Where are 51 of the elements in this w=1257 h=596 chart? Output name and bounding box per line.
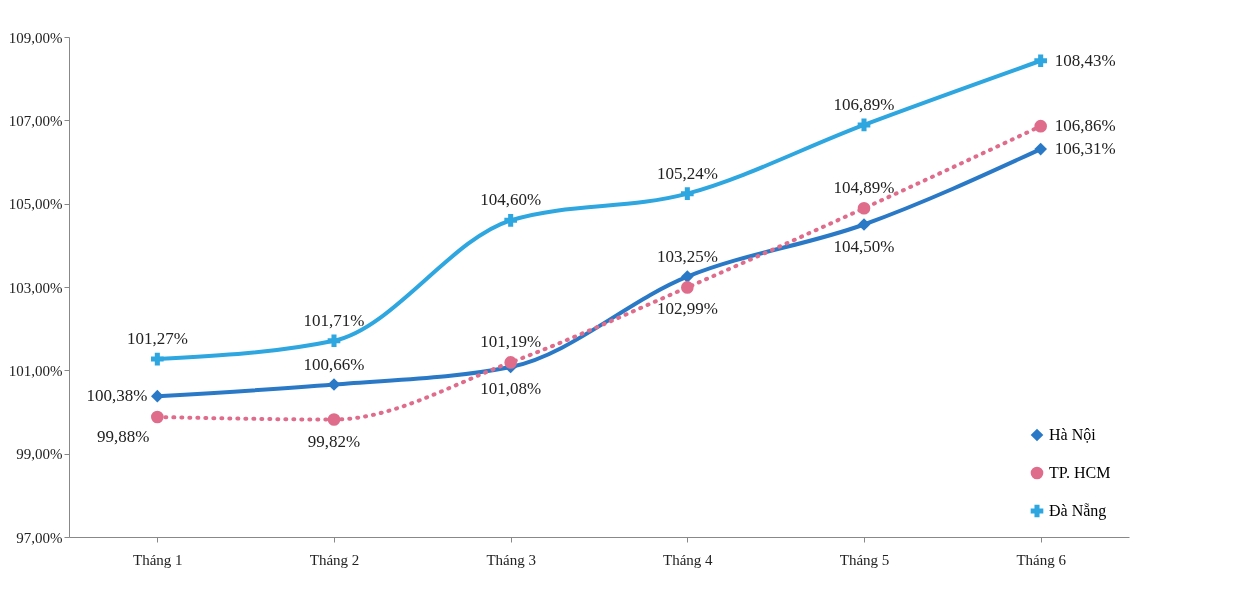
y-tick-label: 101,00% bbox=[8, 362, 63, 379]
data-label: 101,71% bbox=[303, 310, 365, 330]
data-label: 101,27% bbox=[126, 329, 188, 349]
point bbox=[327, 378, 341, 391]
y-tick-label: 105,00% bbox=[8, 196, 63, 213]
data-label: 105,24% bbox=[656, 163, 718, 183]
x-tick-label: Tháng 6 bbox=[1016, 551, 1067, 568]
data-label: 106,31% bbox=[1054, 139, 1116, 159]
point bbox=[857, 201, 871, 215]
y-tick-label: 97,00% bbox=[16, 529, 63, 546]
data-label: 106,89% bbox=[833, 94, 895, 114]
data-label: 99,82% bbox=[307, 431, 361, 451]
point bbox=[504, 356, 517, 369]
legend-label: Đà Nẵng bbox=[1049, 502, 1107, 520]
point bbox=[681, 270, 694, 283]
y-tick-label: 109,00% bbox=[8, 29, 63, 46]
data-label: 100,66% bbox=[303, 354, 365, 374]
data-label: 104,89% bbox=[833, 178, 895, 198]
point bbox=[327, 334, 341, 348]
point bbox=[151, 352, 164, 366]
data-label: 103,25% bbox=[656, 246, 718, 266]
y-tick-label: 103,00% bbox=[8, 279, 63, 296]
point bbox=[681, 281, 694, 294]
data-label: 101,19% bbox=[480, 332, 542, 352]
x-tick-label: Tháng 1 bbox=[133, 551, 183, 568]
data-label: 104,60% bbox=[480, 190, 542, 210]
point bbox=[857, 218, 871, 231]
data-label: 106,86% bbox=[1054, 116, 1116, 136]
data-label: 102,99% bbox=[656, 299, 718, 319]
point bbox=[857, 118, 871, 132]
y-tick-label: 107,00% bbox=[8, 112, 63, 129]
point bbox=[327, 413, 341, 426]
y-tick-label: 99,00% bbox=[16, 446, 63, 463]
legend-label: TP. HCM bbox=[1049, 464, 1111, 481]
x-tick-label: Tháng 2 bbox=[309, 551, 360, 568]
data-label: 108,43% bbox=[1054, 50, 1116, 70]
point bbox=[681, 187, 694, 200]
x-tick-label: Tháng 5 bbox=[839, 551, 890, 568]
point bbox=[504, 214, 517, 227]
data-label: 100,38% bbox=[86, 386, 148, 406]
point bbox=[151, 410, 164, 424]
data-label: 99,88% bbox=[96, 427, 150, 446]
data-label: 101,08% bbox=[480, 379, 542, 398]
point bbox=[1034, 142, 1047, 156]
point bbox=[1034, 54, 1047, 68]
legend-label: Hà Nội bbox=[1049, 426, 1097, 443]
data-label: 104,50% bbox=[833, 236, 895, 256]
x-tick-label: Tháng 3 bbox=[486, 551, 536, 568]
point bbox=[1034, 119, 1047, 133]
x-tick-label: Tháng 4 bbox=[663, 551, 714, 568]
point bbox=[151, 389, 164, 403]
